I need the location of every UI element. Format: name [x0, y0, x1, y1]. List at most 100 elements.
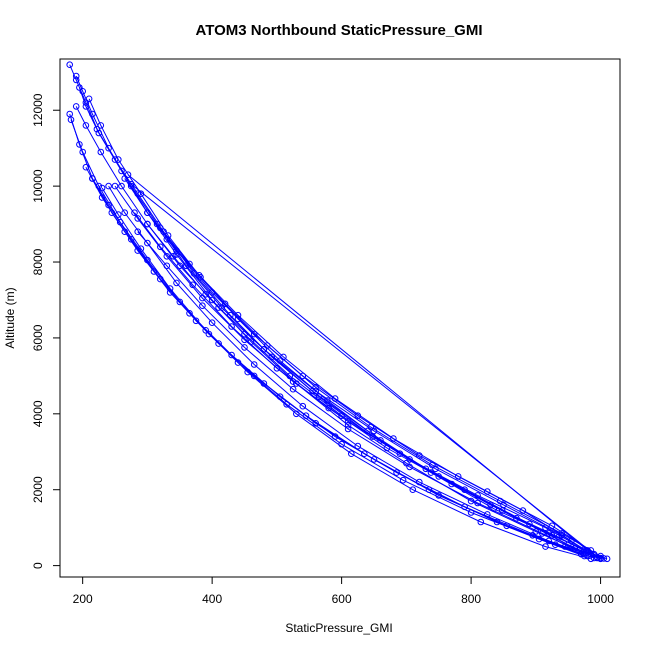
data-point: [312, 420, 320, 427]
data-point: [173, 247, 180, 254]
y-tick-label: 2000: [31, 476, 45, 503]
data-point: [542, 543, 549, 550]
data-point: [166, 285, 174, 292]
data-point: [367, 423, 375, 431]
data-point: [173, 251, 180, 258]
data-point: [160, 228, 167, 235]
data-point: [260, 346, 268, 353]
series-line: [101, 187, 592, 560]
data-point: [344, 418, 352, 425]
data-point: [309, 387, 316, 395]
data-point: [348, 450, 355, 458]
series-line: [91, 178, 585, 557]
data-point: [548, 532, 556, 539]
data-point: [82, 99, 90, 106]
data-point: [331, 433, 339, 440]
series-line: [114, 185, 588, 552]
data-point: [111, 182, 119, 190]
data-point: [89, 110, 96, 118]
data-point: [448, 480, 456, 488]
data-point: [202, 291, 209, 298]
data-point: [134, 228, 141, 235]
data-point: [425, 486, 433, 494]
data-point: [594, 554, 601, 561]
data-point: [82, 122, 90, 129]
data-point: [82, 103, 90, 110]
data-point: [157, 224, 164, 232]
data-point: [118, 182, 125, 190]
data-point: [377, 437, 384, 444]
x-axis: 200 400 600 800 1000: [73, 576, 614, 606]
data-point: [487, 501, 494, 509]
data-point: [250, 361, 258, 368]
data-point: [93, 125, 101, 133]
data-point: [144, 209, 151, 216]
data-point: [484, 488, 491, 495]
data-point: [163, 252, 171, 260]
data-point: [293, 380, 300, 387]
series-line: [166, 238, 572, 542]
data-point: [72, 72, 80, 80]
data-point: [283, 401, 290, 408]
data-point: [205, 330, 213, 338]
data-point: [218, 304, 226, 311]
data-point: [95, 182, 103, 190]
data-point: [150, 268, 158, 275]
x-tick-label: 200: [73, 592, 93, 606]
data-point: [496, 497, 504, 505]
data-point: [202, 327, 209, 334]
data-point: [121, 209, 128, 216]
data-point: [76, 141, 83, 148]
data-point: [176, 298, 184, 306]
data-point: [89, 175, 96, 182]
data-point: [561, 543, 569, 550]
data-point: [276, 393, 284, 401]
x-axis-label: StaticPressure_GMI: [285, 621, 392, 635]
data-point: [422, 465, 430, 473]
data-point: [597, 555, 604, 563]
data-point: [568, 537, 575, 545]
data-point: [587, 555, 595, 563]
data-point: [186, 310, 193, 317]
data-point: [338, 440, 345, 448]
data-point: [79, 148, 86, 156]
x-tick-label: 400: [202, 592, 222, 606]
data-point: [312, 387, 320, 395]
data-point: [244, 368, 251, 376]
data-point: [221, 300, 229, 308]
data-point: [416, 478, 423, 486]
data-point: [399, 476, 407, 484]
y-tick-label: 12000: [31, 93, 45, 127]
data-point: [409, 486, 417, 494]
x-tick-label: 800: [461, 592, 481, 606]
data-point: [535, 535, 543, 543]
data-point: [539, 530, 546, 537]
data-point: [542, 524, 549, 532]
data-point: [577, 550, 585, 558]
data-point: [111, 156, 119, 163]
data-point: [383, 444, 391, 452]
data-point: [121, 175, 128, 182]
data-point: [227, 311, 234, 319]
data-point: [344, 425, 352, 433]
data-point: [66, 61, 73, 68]
data-point: [72, 76, 80, 84]
y-tick-label: 4000: [31, 400, 45, 427]
y-tick-label: 0: [31, 562, 45, 569]
data-point: [97, 122, 105, 129]
data-point: [247, 338, 255, 346]
data-point: [293, 410, 300, 418]
y-axis-label: Altitude (m): [3, 287, 17, 348]
data-point: [72, 103, 80, 110]
data-point: [558, 530, 566, 537]
data-point: [474, 492, 481, 499]
data-point: [590, 554, 598, 562]
data-point: [581, 550, 588, 558]
data-point: [416, 452, 423, 459]
data-point: [228, 351, 235, 359]
data-point: [393, 469, 400, 476]
data-point: [526, 520, 533, 528]
data-point: [250, 372, 258, 380]
data-point: [208, 296, 216, 304]
data-point: [461, 486, 468, 494]
